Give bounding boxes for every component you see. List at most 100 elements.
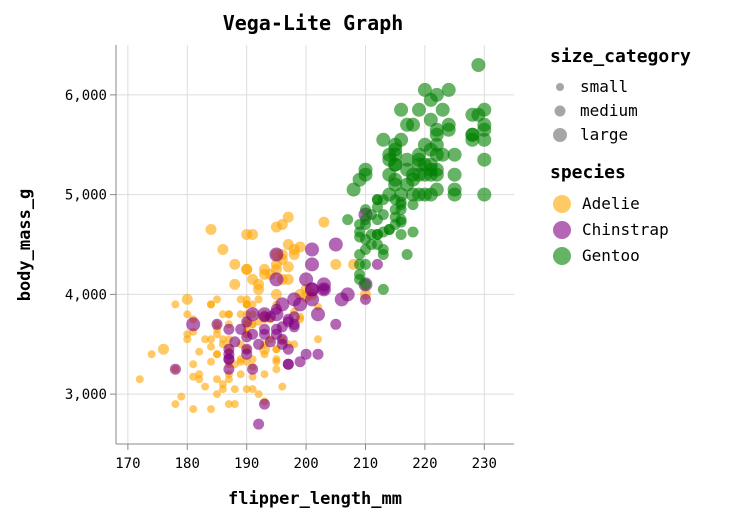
- data-point-chinstrap: [282, 358, 294, 370]
- data-point-chinstrap: [371, 258, 383, 270]
- data-point-adelie: [236, 310, 245, 319]
- size-legend-label: small: [580, 77, 628, 96]
- species-legend-symbol: [553, 221, 571, 239]
- y-axis-title: body_mass_g: [15, 189, 35, 302]
- y-tick-label: 6,000: [65, 88, 107, 104]
- data-point-adelie: [282, 211, 294, 223]
- data-point-gentoo: [360, 214, 371, 226]
- axes: 170 180 190 200 210 220 230 3,000 4,000 5,000 6,00…: [65, 45, 514, 472]
- data-point-gentoo: [465, 107, 480, 122]
- data-point-adelie: [270, 288, 282, 300]
- data-point-chinstrap: [312, 348, 324, 360]
- data-point-adelie: [294, 241, 306, 253]
- data-point-chinstrap: [300, 348, 312, 360]
- data-point-adelie: [270, 258, 282, 270]
- data-point-adelie: [248, 385, 257, 394]
- data-point-adelie: [207, 300, 215, 309]
- data-point-gentoo: [447, 187, 462, 202]
- data-point-gentoo: [447, 167, 462, 182]
- data-point-chinstrap: [253, 418, 265, 430]
- size-legend-label: large: [580, 125, 628, 144]
- data-point-adelie: [147, 350, 156, 359]
- data-point-adelie: [213, 350, 221, 359]
- data-point-adelie: [242, 300, 251, 309]
- species-legend-title: species: [550, 162, 626, 183]
- data-point-gentoo: [365, 229, 377, 240]
- data-point-adelie: [242, 385, 251, 394]
- data-point-gentoo: [447, 147, 462, 162]
- data-point-gentoo: [371, 214, 383, 226]
- data-point-gentoo: [388, 137, 403, 152]
- data-point-adelie: [207, 342, 215, 351]
- data-point-adelie: [207, 335, 215, 344]
- data-point-chinstrap: [270, 323, 282, 335]
- data-point-adelie: [242, 357, 251, 366]
- data-point-adelie: [248, 372, 257, 381]
- data-point-adelie: [171, 300, 180, 309]
- data-point-chinstrap: [282, 343, 294, 355]
- data-point-gentoo: [377, 249, 389, 260]
- data-point-adelie: [181, 293, 193, 305]
- data-point-gentoo: [435, 102, 450, 117]
- data-point-gentoo: [360, 204, 371, 216]
- data-point-gentoo: [477, 122, 492, 137]
- data-point-gentoo: [423, 112, 438, 127]
- data-point-adelie: [314, 335, 322, 344]
- data-point-gentoo: [465, 127, 480, 142]
- data-point-chinstrap: [318, 283, 330, 295]
- data-point-chinstrap: [241, 316, 253, 328]
- data-point-gentoo: [376, 132, 391, 147]
- data-point-adelie: [254, 390, 263, 399]
- data-point-chinstrap: [340, 287, 355, 302]
- size-legend-symbol: [553, 128, 567, 142]
- data-point-adelie: [278, 382, 287, 391]
- data-point-chinstrap: [360, 293, 371, 305]
- data-point-gentoo: [407, 226, 419, 238]
- species-legend-label: Chinstrap: [582, 220, 669, 239]
- data-point-chinstrap: [288, 321, 300, 333]
- data-point-gentoo: [400, 162, 415, 177]
- x-tick-label: 170: [115, 456, 140, 472]
- data-point-chinstrap: [269, 272, 284, 287]
- data-point-adelie: [135, 375, 144, 384]
- data-point-adelie: [272, 365, 281, 374]
- data-point-chinstrap: [259, 311, 270, 323]
- data-point-chinstrap: [211, 318, 223, 330]
- data-point-chinstrap: [241, 348, 253, 360]
- species-legend-label: Gentoo: [582, 246, 640, 265]
- data-point-adelie: [224, 310, 233, 319]
- data-point-adelie: [229, 278, 241, 290]
- data-point-gentoo: [371, 194, 383, 206]
- data-point-adelie: [201, 335, 210, 344]
- size-legend-symbol: [554, 105, 566, 117]
- data-point-gentoo: [429, 127, 444, 142]
- data-point-chinstrap: [247, 363, 259, 375]
- data-point-gentoo: [477, 187, 492, 202]
- data-point-chinstrap: [169, 363, 181, 375]
- data-point-adelie: [248, 300, 257, 309]
- size-legend-symbol: [556, 83, 564, 91]
- data-point-adelie: [272, 355, 281, 364]
- data-point-adelie: [189, 360, 198, 369]
- data-point-gentoo: [395, 229, 407, 240]
- data-point-adelie: [229, 258, 241, 270]
- data-point-adelie: [171, 400, 180, 409]
- data-point-adelie: [260, 350, 269, 359]
- data-point-adelie: [177, 392, 186, 401]
- data-point-gentoo: [382, 167, 397, 182]
- data-point-chinstrap: [253, 338, 265, 350]
- data-point-gentoo: [400, 117, 415, 132]
- data-point-adelie: [253, 278, 265, 290]
- data-point-chinstrap: [330, 318, 342, 330]
- data-point-gentoo: [360, 278, 371, 290]
- data-point-gentoo: [406, 187, 420, 202]
- data-point-gentoo: [423, 187, 438, 202]
- data-point-adelie: [247, 229, 259, 240]
- data-point-gentoo: [346, 182, 361, 197]
- size-legend-label: medium: [580, 101, 638, 120]
- data-point-gentoo: [441, 117, 456, 132]
- data-point-chinstrap: [269, 247, 284, 262]
- data-point-chinstrap: [235, 323, 247, 335]
